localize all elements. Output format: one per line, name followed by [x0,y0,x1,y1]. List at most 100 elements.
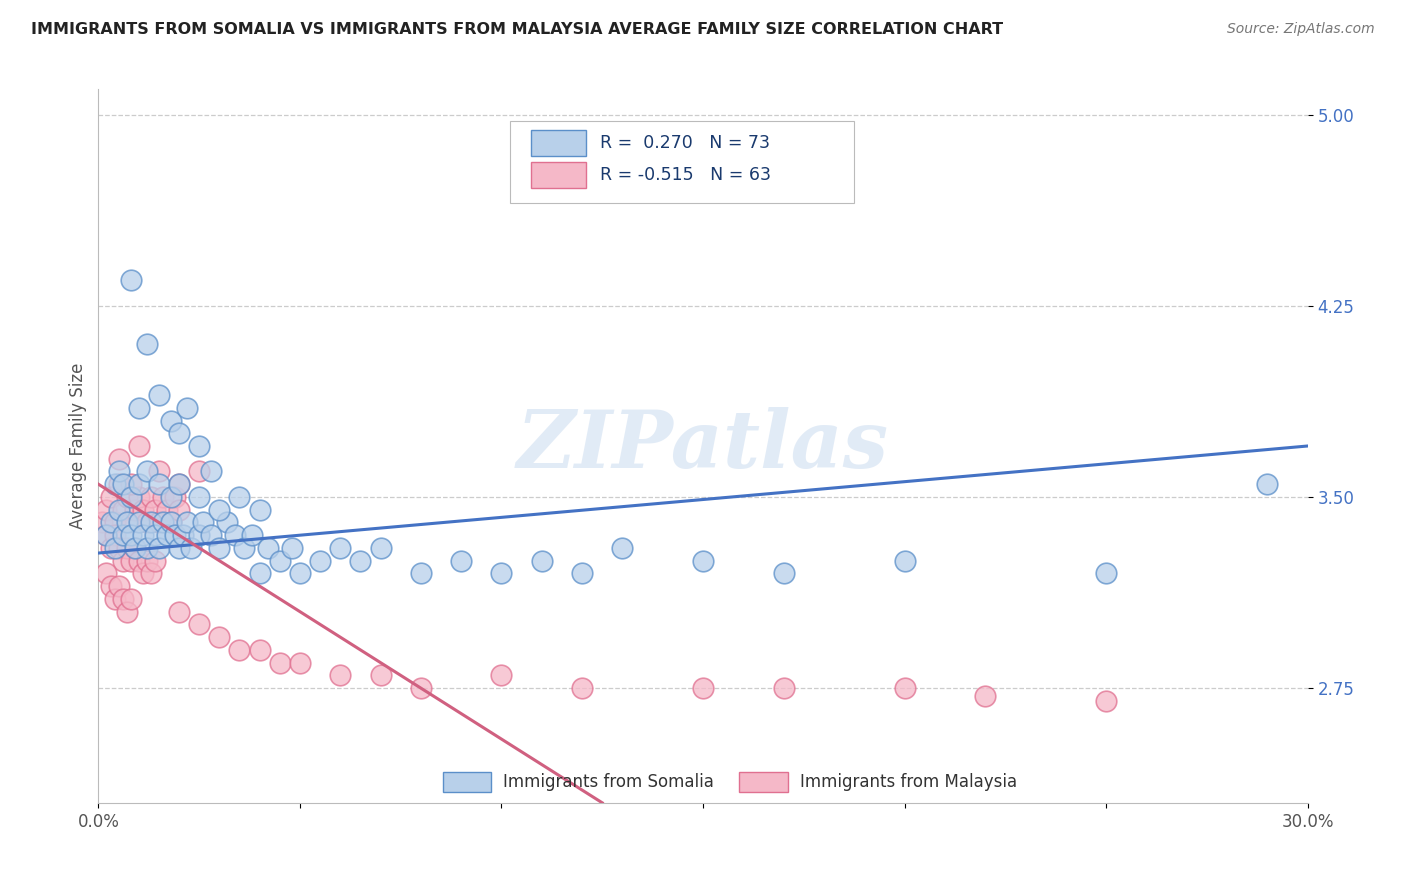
Point [1095,566,1118,581]
Point [163,490,186,504]
Point [107,579,129,593]
Point [111,591,134,606]
Point [491,566,513,581]
Point [409,681,432,695]
Point [103,528,125,542]
Point [288,656,311,670]
Point [96,566,118,581]
Point [128,490,150,504]
Point [329,541,352,555]
Point [124,502,146,516]
Point [224,528,246,542]
Point [120,591,142,606]
Point [200,465,222,479]
Point [96,528,118,542]
FancyBboxPatch shape [531,130,586,155]
Text: R = -0.515   N = 63: R = -0.515 N = 63 [600,166,772,184]
Text: ZIPatlas: ZIPatlas [517,408,889,484]
Point [167,477,190,491]
Point [571,681,593,695]
Point [156,528,179,542]
Point [269,554,291,568]
Point [96,528,118,542]
Point [115,541,138,555]
Point [167,605,190,619]
Text: IMMIGRANTS FROM SOMALIA VS IMMIGRANTS FROM MALAYSIA AVERAGE FAMILY SIZE CORRELAT: IMMIGRANTS FROM SOMALIA VS IMMIGRANTS FR… [31,22,1002,37]
Point [208,541,231,555]
Point [132,502,155,516]
FancyBboxPatch shape [740,772,787,792]
Point [160,516,183,530]
Point [135,516,157,530]
Point [772,681,794,695]
Point [120,477,142,491]
Point [148,477,170,491]
Point [249,502,271,516]
Point [200,528,222,542]
Point [1095,694,1118,708]
Point [176,516,198,530]
Point [120,490,142,504]
Point [148,465,170,479]
Point [893,681,915,695]
Point [217,516,239,530]
Point [772,566,794,581]
Text: R =  0.270   N = 73: R = 0.270 N = 73 [600,134,770,152]
Point [139,490,162,504]
Point [111,528,134,542]
Point [143,502,166,516]
Point [370,668,392,682]
Point [450,554,472,568]
Point [103,541,125,555]
Point [132,566,155,581]
Point [152,490,174,504]
Point [188,439,211,453]
Point [893,554,915,568]
Point [115,605,138,619]
Point [128,516,150,530]
Point [530,554,553,568]
Point [132,528,155,542]
Point [228,490,250,504]
Point [193,516,215,530]
FancyBboxPatch shape [531,162,586,187]
Point [148,388,170,402]
Point [107,451,129,466]
Point [103,591,125,606]
Point [692,554,714,568]
Point [152,516,174,530]
Point [208,502,231,516]
Point [156,502,179,516]
Point [160,413,183,427]
Point [100,490,122,504]
Point [107,465,129,479]
Point [612,541,634,555]
Point [167,477,190,491]
Point [281,541,304,555]
Point [249,643,271,657]
FancyBboxPatch shape [443,772,492,792]
Text: Immigrants from Malaysia: Immigrants from Malaysia [800,773,1017,791]
Point [329,668,352,682]
Text: Immigrants from Somalia: Immigrants from Somalia [503,773,714,791]
Point [91,516,114,530]
Text: Source: ZipAtlas.com: Source: ZipAtlas.com [1227,22,1375,37]
Point [288,566,311,581]
Point [256,541,278,555]
Point [167,426,190,441]
Point [100,516,122,530]
Point [124,541,146,555]
Point [120,528,142,542]
Point [107,477,129,491]
Point [100,541,122,555]
Point [172,528,194,542]
Point [208,630,231,644]
Point [370,541,392,555]
Point [111,477,134,491]
Point [120,554,142,568]
Point [103,477,125,491]
Point [188,617,211,632]
Point [148,516,170,530]
Point [128,439,150,453]
Point [163,528,186,542]
